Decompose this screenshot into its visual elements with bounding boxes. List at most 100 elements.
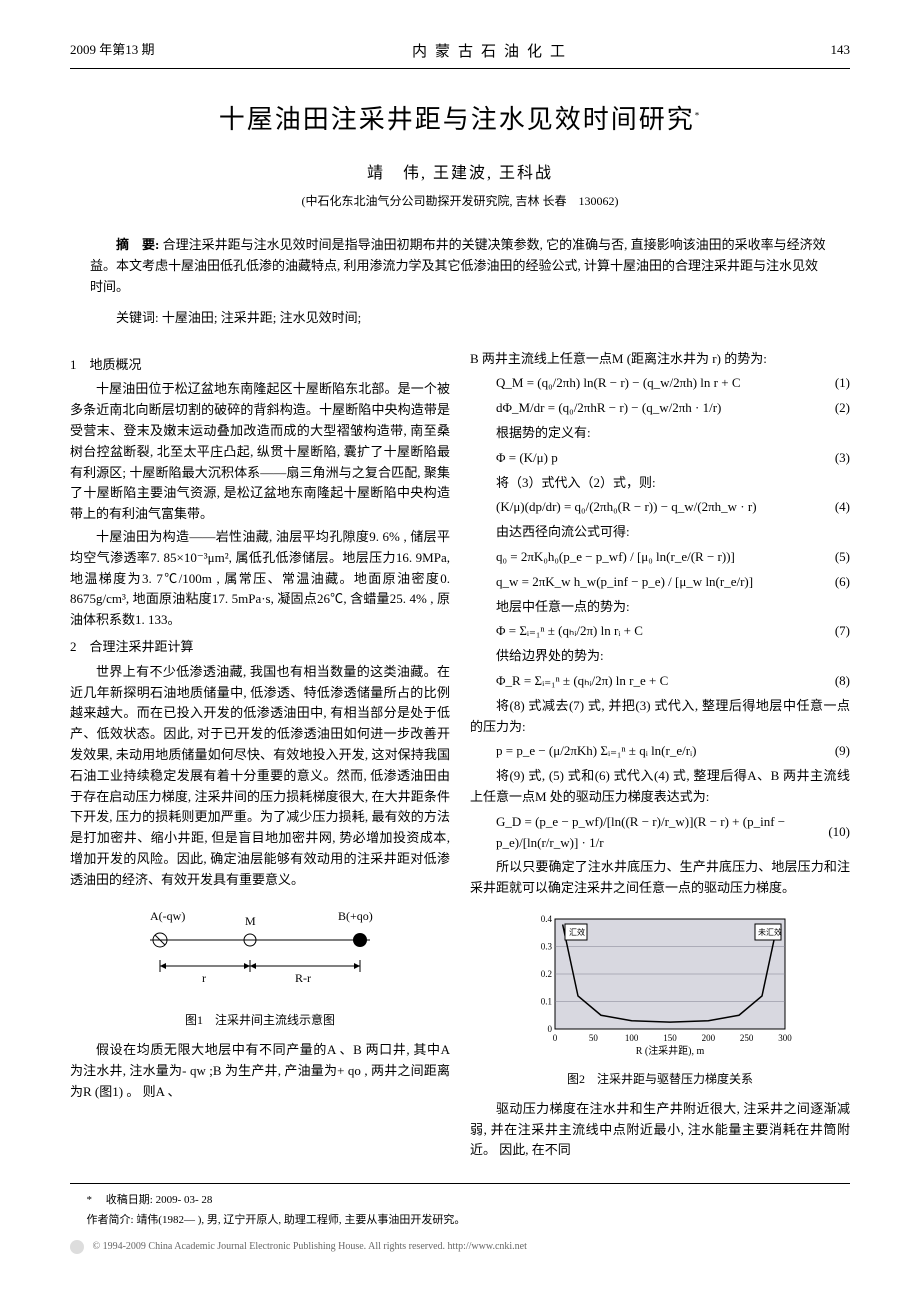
- eq4-num: (4): [810, 497, 850, 518]
- eq6-body: q_w = 2πK_w h_w(p_inf − p_e) / [μ_w ln(r…: [496, 572, 810, 593]
- bio-text: 靖伟(1982— ), 男, 辽宁开原人, 助理工程师, 主要从事油田开发研究。: [136, 1214, 465, 1226]
- svg-text:250: 250: [740, 1033, 754, 1043]
- title-text: 十屋油田注采井距与注水见效时间研究: [219, 105, 695, 134]
- eq5-num: (5): [810, 547, 850, 568]
- equation-10: G_D = (p_e − p_wf)/[ln((R − r)/r_w)](R −…: [496, 812, 850, 854]
- affiliation: (中石化东北油气分公司勘探开发研究院, 吉林 长春 130062): [70, 192, 850, 211]
- eq10-num: (10): [810, 822, 850, 843]
- authors: 靖 伟, 王建波, 王科战: [70, 161, 850, 187]
- svg-text:300: 300: [778, 1033, 792, 1043]
- equation-4: (K/μ)(dp/dr) = q₀/(2πh₀(R − r)) − q_w/(2…: [496, 497, 850, 518]
- eq1-num: (1): [810, 373, 850, 394]
- page-footer: * 收稿日期: 2009- 03- 28 作者简介: 靖伟(1982— ), 男…: [70, 1183, 850, 1255]
- eq4-body: (K/μ)(dp/dr) = q₀/(2πh₀(R − r)) − q_w/(2…: [496, 497, 810, 518]
- equation-5: q₀ = 2πK₀h₀(p_e − p_wf) / [μ₀ ln(r_e/(R …: [496, 547, 850, 568]
- line-darcy: 由达西径向流公式可得:: [470, 522, 850, 543]
- eq9-body: p = p_e − (μ/2πKh) Σᵢ₌₁ⁿ ± qᵢ ln(r_e/rᵢ): [496, 741, 810, 762]
- keywords-text: 十屋油田; 注采井距; 注水见效时间;: [162, 310, 361, 325]
- eq5-body: q₀ = 2πK₀h₀(p_e − p_wf) / [μ₀ ln(r_e/(R …: [496, 547, 810, 568]
- figure-1-caption: 图1 注采井间主流线示意图: [70, 1011, 450, 1030]
- svg-text:0.4: 0.4: [541, 914, 553, 924]
- after-fig2: 驱动压力梯度在注水井和生产井附近很大, 注采井之间逐渐减弱, 并在注采井主流线中…: [470, 1099, 850, 1161]
- section-2-head: 2 合理注采井距计算: [70, 637, 450, 658]
- fig1-label-a: A(-qw): [150, 909, 185, 923]
- figure-2-svg: 0 0.1 0.2 0.3 0.4 0 50 100 150 200 250 300 R (注采井距…: [520, 909, 800, 1059]
- eq3-body: Φ = (K/μ) p: [496, 448, 810, 469]
- line-def: 根据势的定义有:: [470, 423, 850, 444]
- equation-2: dΦ_M/dr = (q₀/2πhR − r) − (q_w/2πh · 1/r…: [496, 398, 850, 419]
- after-eq10: 所以只要确定了注水井底压力、生产井底压力、地层压力和注采井距就可以确定注采井之间…: [470, 857, 850, 899]
- equation-1: Q_M = (q₀/2πh) ln(R − r) − (q_w/2πh) ln …: [496, 373, 850, 394]
- equation-9: p = p_e − (μ/2πKh) Σᵢ₌₁ⁿ ± qᵢ ln(r_e/rᵢ)…: [496, 741, 850, 762]
- bio-label: 作者简介:: [87, 1214, 134, 1226]
- right-intro: B 两井主流线上任意一点M (距离注水井为 r) 的势为:: [470, 349, 850, 370]
- figure-1: A(-qw) M B(+qo) r R-r 图1 注采井间主流线示意图: [70, 900, 450, 1030]
- equation-3: Φ = (K/μ) p(3): [496, 448, 850, 469]
- eq8-num: (8): [810, 671, 850, 692]
- figure-2: 0 0.1 0.2 0.3 0.4 0 50 100 150 200 250 300 R (注采井距…: [470, 909, 850, 1089]
- section-2-p1: 世界上有不少低渗透油藏, 我国也有相当数量的这类油藏。在近几年新探明石油地质储量…: [70, 662, 450, 891]
- section-1-p1: 十屋油田位于松辽盆地东南隆起区十屋断陷东北部。是一个被多条近南北向断层切割的破碎…: [70, 379, 450, 525]
- line-sub32: 将（3）式代入（2）式，则:: [470, 473, 850, 494]
- eq9-num: (9): [810, 741, 850, 762]
- fig2-legend-right: 未汇效: [758, 927, 782, 937]
- article-title: 十屋油田注采井距与注水见效时间研究*: [70, 99, 850, 141]
- copyright-line: © 1994-2009 China Academic Journal Elect…: [70, 1239, 850, 1255]
- eq2-num: (2): [810, 398, 850, 419]
- eq1-body: Q_M = (q₀/2πh) ln(R − r) − (q_w/2πh) ln …: [496, 373, 810, 394]
- section-1-head: 1 地质概况: [70, 355, 450, 376]
- figure-1-svg: A(-qw) M B(+qo) r R-r: [120, 900, 400, 1000]
- line-any: 地层中任意一点的势为:: [470, 597, 850, 618]
- line-sub956: 将(9) 式, (5) 式和(6) 式代入(4) 式, 整理后得A、B 两井主流…: [470, 766, 850, 808]
- equation-8: Φ_R = Σᵢ₌₁ⁿ ± (qₕᵢ/2π) ln r_e + C(8): [496, 671, 850, 692]
- journal-title: 内蒙古石油化工: [412, 40, 573, 64]
- received-label: 收稿日期:: [106, 1194, 153, 1206]
- fig1-label-m: M: [245, 914, 256, 928]
- svg-text:50: 50: [589, 1033, 599, 1043]
- section-1-p2: 十屋油田为构造——岩性油藏, 油层平均孔隙度9. 6% , 储层平均空气渗透率7…: [70, 527, 450, 631]
- abstract: 摘 要: 合理注采井距与注水见效时间是指导油田初期布井的关键决策参数, 它的准确…: [70, 235, 850, 297]
- eq2-body: dΦ_M/dr = (q₀/2πhR − r) − (q_w/2πh · 1/r…: [496, 398, 810, 419]
- body-columns: 1 地质概况 十屋油田位于松辽盆地东南隆起区十屋断陷东北部。是一个被多条近南北向…: [70, 349, 850, 1164]
- section-2-p2: 假设在均质无限大地层中有不同产量的A 、B 两口井, 其中A 为注水井, 注水量…: [70, 1040, 450, 1102]
- svg-text:0.3: 0.3: [541, 941, 553, 951]
- eq3-num: (3): [810, 448, 850, 469]
- equation-6: q_w = 2πK_w h_w(p_inf − p_e) / [μ_w ln(r…: [496, 572, 850, 593]
- footnote-mark: *: [87, 1194, 93, 1206]
- abstract-text: 合理注采井距与注水见效时间是指导油田初期布井的关键决策参数, 它的准确与否, 直…: [90, 237, 826, 294]
- figure-2-caption: 图2 注采井距与驱替压力梯度关系: [470, 1070, 850, 1089]
- fig2-legend-left: 汇效: [569, 927, 585, 937]
- line-supply: 供给边界处的势为:: [470, 646, 850, 667]
- fig2-xlabel: R (注采井距), m: [636, 1044, 705, 1057]
- abstract-label: 摘 要:: [116, 237, 159, 252]
- svg-text:0.2: 0.2: [541, 969, 552, 979]
- right-column: B 两井主流线上任意一点M (距离注水井为 r) 的势为: Q_M = (q₀/…: [470, 349, 850, 1164]
- copyright-text: © 1994-2009 China Academic Journal Elect…: [93, 1241, 527, 1252]
- page-number: 143: [831, 40, 851, 64]
- svg-text:150: 150: [663, 1033, 677, 1043]
- author-bio-line: 作者简介: 靖伟(1982— ), 男, 辽宁开原人, 助理工程师, 主要从事油…: [70, 1212, 850, 1230]
- received-line: * 收稿日期: 2009- 03- 28: [70, 1192, 850, 1210]
- issue-info: 2009 年第13 期: [70, 40, 155, 64]
- received-date: 2009- 03- 28: [156, 1194, 213, 1206]
- svg-text:0: 0: [548, 1024, 553, 1034]
- eq6-num: (6): [810, 572, 850, 593]
- svg-text:200: 200: [702, 1033, 716, 1043]
- fig1-label-r: r: [202, 971, 206, 985]
- fig1-label-b: B(+qo): [338, 909, 373, 923]
- eq10-body: G_D = (p_e − p_wf)/[ln((R − r)/r_w)](R −…: [496, 812, 810, 854]
- eq8-body: Φ_R = Σᵢ₌₁ⁿ ± (qₕᵢ/2π) ln r_e + C: [496, 671, 810, 692]
- equation-7: Φ = Σᵢ₌₁ⁿ ± (qₕᵢ/2π) ln rᵢ + C(7): [496, 621, 850, 642]
- svg-text:0: 0: [553, 1033, 558, 1043]
- cnki-icon: [70, 1240, 84, 1254]
- svg-text:0.1: 0.1: [541, 996, 552, 1006]
- fig1-label-rr: R-r: [295, 971, 311, 985]
- keywords: 关键词: 十屋油田; 注采井距; 注水见效时间;: [70, 308, 850, 329]
- running-header: 2009 年第13 期 内蒙古石油化工 143: [70, 40, 850, 69]
- svg-text:100: 100: [625, 1033, 639, 1043]
- title-footnote-mark: *: [695, 110, 702, 120]
- eq7-num: (7): [810, 621, 850, 642]
- line-sub87: 将(8) 式减去(7) 式, 并把(3) 式代入, 整理后得地层中任意一点的压力…: [470, 696, 850, 738]
- eq7-body: Φ = Σᵢ₌₁ⁿ ± (qₕᵢ/2π) ln rᵢ + C: [496, 621, 810, 642]
- left-column: 1 地质概况 十屋油田位于松辽盆地东南隆起区十屋断陷东北部。是一个被多条近南北向…: [70, 349, 450, 1164]
